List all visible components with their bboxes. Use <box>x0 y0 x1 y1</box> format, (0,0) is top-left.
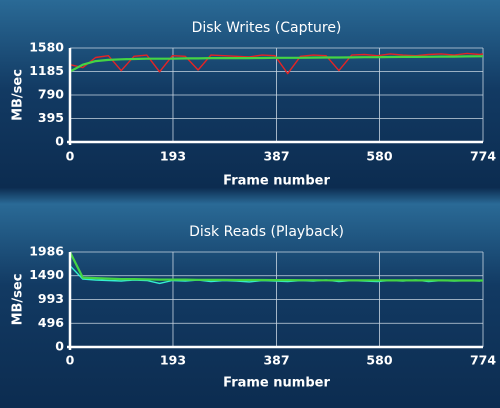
data-line <box>69 55 483 73</box>
x-tick-label: 774 <box>470 353 496 368</box>
y-tick-label: 1986 <box>29 244 64 259</box>
chart-title: Disk Reads (Playback) <box>189 224 344 240</box>
y-tick-label: 0 <box>55 134 64 149</box>
data-line <box>69 251 483 282</box>
x-tick-label: 387 <box>263 353 289 368</box>
y-tick-label: 496 <box>38 315 64 330</box>
x-axis-label: Frame number <box>223 376 330 391</box>
y-tick-label: 993 <box>38 291 64 306</box>
x-tick-label: 580 <box>366 149 392 164</box>
y-tick-label: 1185 <box>29 63 64 78</box>
x-tick-label: 774 <box>470 149 496 164</box>
y-tick-label: 790 <box>38 87 64 102</box>
x-tick-label: 0 <box>66 149 75 164</box>
y-tick-label: 1490 <box>29 267 64 282</box>
x-tick-label: 193 <box>160 149 186 164</box>
chart-title: Disk Writes (Capture) <box>192 20 342 36</box>
data-line <box>69 52 484 75</box>
x-tick-label: 580 <box>366 353 392 368</box>
y-tick-label: 0 <box>55 339 64 354</box>
y-tick-label: 395 <box>38 110 64 125</box>
x-tick-label: 387 <box>263 149 289 164</box>
y-axis-label: MB/sec <box>11 274 26 326</box>
x-tick-label: 193 <box>160 353 186 368</box>
y-axis-label: MB/sec <box>11 69 26 121</box>
x-tick-label: 0 <box>66 353 75 368</box>
x-axis-label: Frame number <box>223 174 330 189</box>
y-tick-label: 1580 <box>29 40 64 55</box>
